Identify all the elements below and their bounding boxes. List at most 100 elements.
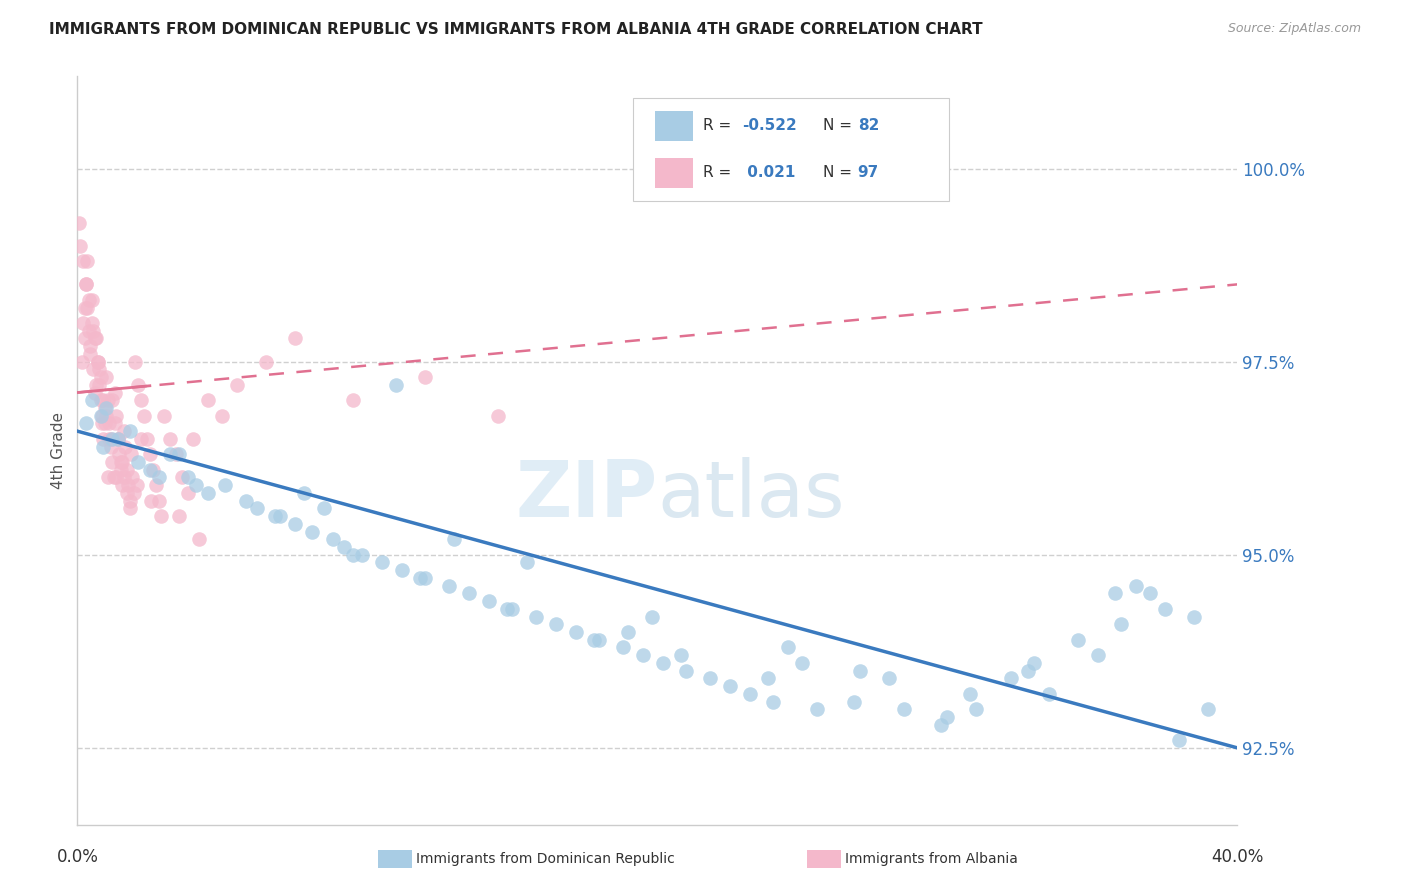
Point (652, 656, 675, 670)
Point (104, 417, 127, 431)
Point (176, 486, 198, 500)
Point (82, 362, 104, 376)
Point (153, 409, 176, 423)
Point (72, 254, 94, 268)
Point (246, 501, 269, 516)
Point (79, 347, 101, 361)
Point (107, 432, 129, 446)
Text: 82: 82 (858, 119, 879, 134)
Point (1153, 602, 1175, 616)
Point (112, 424, 135, 438)
Point (67, 216, 90, 230)
Point (292, 486, 315, 500)
Point (211, 409, 233, 423)
Point (1018, 664, 1040, 678)
Text: N =: N = (823, 119, 856, 134)
Point (82, 324, 104, 338)
Point (105, 470, 128, 484)
Point (669, 648, 692, 662)
Point (1000, 671, 1022, 685)
Point (1104, 586, 1126, 600)
Point (87, 362, 110, 376)
Point (90, 370, 111, 384)
Text: N =: N = (823, 165, 856, 180)
Point (97, 470, 120, 484)
Point (145, 478, 167, 492)
Point (612, 640, 634, 655)
Point (699, 671, 721, 685)
Point (165, 447, 187, 461)
Text: -0.522: -0.522 (742, 119, 797, 134)
Point (127, 455, 149, 469)
Point (83, 331, 105, 345)
Point (756, 671, 779, 685)
Point (312, 501, 335, 516)
Point (129, 393, 152, 408)
Point (90, 409, 111, 423)
Point (269, 509, 291, 524)
Text: Source: ZipAtlas.com: Source: ZipAtlas.com (1227, 22, 1361, 36)
Point (108, 447, 131, 461)
Point (1024, 656, 1046, 670)
Point (110, 455, 132, 469)
Point (139, 447, 162, 461)
Point (90, 393, 111, 408)
Point (170, 470, 193, 484)
Point (1168, 733, 1191, 747)
Point (110, 463, 132, 477)
Point (101, 432, 124, 446)
Point (1139, 586, 1161, 600)
Point (167, 447, 190, 461)
Point (70, 354, 93, 368)
Point (959, 687, 981, 701)
Point (588, 632, 610, 647)
Point (91, 417, 114, 431)
Point (103, 470, 125, 484)
Point (77, 324, 100, 338)
Point (443, 533, 465, 547)
Point (159, 432, 181, 446)
Point (254, 354, 277, 368)
Point (86, 354, 108, 368)
Point (284, 516, 307, 531)
Point (501, 602, 523, 616)
Point (75, 277, 97, 292)
Point (115, 486, 138, 500)
Point (127, 377, 149, 392)
Point (965, 702, 987, 716)
Point (385, 377, 408, 392)
Point (94, 401, 117, 415)
Point (94, 417, 117, 431)
Text: Immigrants from Dominican Republic: Immigrants from Dominican Republic (416, 852, 675, 866)
Point (740, 687, 762, 701)
Point (107, 432, 129, 446)
Point (76, 254, 98, 268)
Point (135, 432, 157, 446)
Point (197, 393, 219, 408)
Text: Immigrants from Albania: Immigrants from Albania (845, 852, 1018, 866)
Point (762, 694, 785, 708)
Point (79, 339, 101, 353)
Point (86, 354, 108, 368)
Point (96, 409, 118, 423)
Point (186, 478, 208, 492)
Point (148, 493, 170, 508)
Point (1125, 579, 1147, 593)
Point (73, 301, 96, 315)
Point (114, 440, 136, 454)
Point (849, 664, 872, 678)
Point (806, 702, 828, 716)
Point (478, 594, 501, 608)
Point (93, 393, 115, 408)
Point (844, 694, 866, 708)
Point (176, 470, 198, 484)
Point (1197, 702, 1219, 716)
Point (457, 586, 479, 600)
Point (413, 571, 436, 585)
Point (183, 432, 205, 446)
Point (111, 478, 134, 492)
Point (640, 609, 662, 624)
Point (104, 385, 127, 400)
Point (129, 432, 152, 446)
Point (91, 409, 114, 423)
